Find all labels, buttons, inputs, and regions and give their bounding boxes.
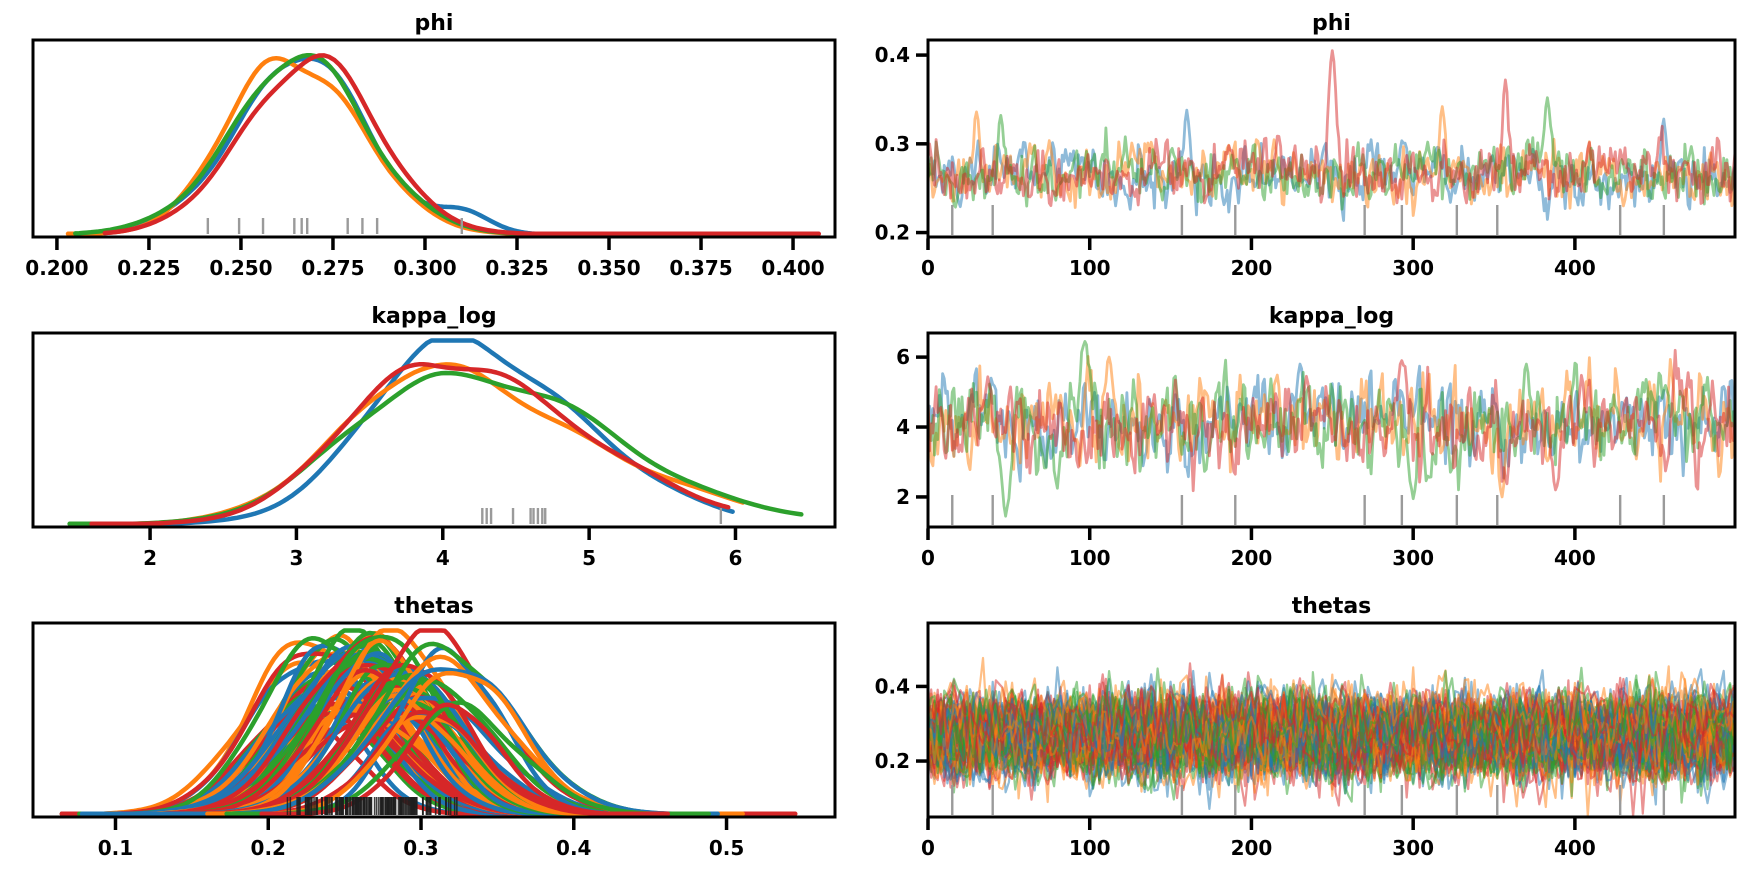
- y-axis-tick-label: 4: [896, 415, 910, 439]
- x-axis-tick-label: 200: [1231, 836, 1273, 860]
- x-axis-tick-label: 400: [1554, 256, 1596, 280]
- density-curve: [89, 362, 731, 526]
- x-axis-tick-label: 6: [729, 546, 743, 570]
- x-axis-tick-label: 0.200: [25, 256, 88, 280]
- trace-line: [929, 348, 1734, 493]
- plot-frame: [926, 38, 1737, 239]
- density-curve: [79, 667, 720, 816]
- trace-line: [929, 108, 1734, 223]
- plot-frame: [31, 38, 837, 239]
- plot-area-phi-density: [65, 52, 822, 236]
- panel-title: kappa_log: [1269, 304, 1394, 329]
- density-curve: [80, 56, 601, 236]
- x-axis-tick-label: 200: [1231, 256, 1273, 280]
- plot-frame: [926, 331, 1737, 529]
- x-axis-tick-label: 100: [1069, 836, 1111, 860]
- x-axis-tick-label: 0.375: [669, 256, 732, 280]
- x-axis-tick-label: 0.225: [117, 256, 180, 280]
- x-axis-tick-label: 0.275: [301, 256, 364, 280]
- x-axis-tick-label: 0: [921, 836, 935, 860]
- x-axis-tick-label: 100: [1069, 256, 1111, 280]
- x-axis-tick-label: 0: [921, 546, 935, 570]
- plot-area-thetas-density: [59, 628, 798, 816]
- panel-title: thetas: [394, 594, 474, 619]
- x-axis-tick-label: 100: [1069, 546, 1111, 570]
- x-axis-tick-label: 0.250: [209, 256, 272, 280]
- x-axis-tick-label: 0.300: [393, 256, 456, 280]
- plot-area-kappa_log-trace: [929, 339, 1734, 518]
- density-curve: [73, 52, 619, 236]
- x-axis-tick-label: 2: [143, 546, 157, 570]
- trace-line: [929, 666, 1734, 771]
- x-axis-tick-label: 300: [1392, 546, 1434, 570]
- x-axis-tick-label: 300: [1392, 256, 1434, 280]
- y-axis-tick-label: 0.2: [875, 749, 910, 773]
- plot-area-kappa_log-density: [67, 338, 804, 526]
- x-axis-tick-label: 400: [1554, 546, 1596, 570]
- panel-title: phi: [1312, 11, 1351, 36]
- plot-area-phi-trace: [929, 49, 1734, 223]
- plot-area-thetas-trace: [929, 656, 1734, 816]
- panel-title: thetas: [1292, 594, 1372, 619]
- x-axis-tick-label: 0.2: [251, 836, 286, 860]
- x-axis-tick-label: 0.325: [485, 256, 548, 280]
- x-axis-tick-label: 0.400: [761, 256, 824, 280]
- trace-line: [929, 662, 1734, 763]
- x-axis-tick-label: 200: [1231, 546, 1273, 570]
- y-axis-tick-label: 2: [896, 485, 910, 509]
- x-axis-tick-label: 400: [1554, 836, 1596, 860]
- x-axis-tick-label: 0.4: [556, 836, 591, 860]
- plot-frame: [31, 621, 837, 819]
- y-axis-tick-label: 0.4: [875, 674, 910, 698]
- x-axis-tick-label: 300: [1392, 836, 1434, 860]
- y-axis-tick-label: 6: [896, 345, 910, 369]
- x-axis-tick-label: 0.1: [98, 836, 133, 860]
- plot-frame: [31, 331, 837, 529]
- x-axis-tick-label: 0.3: [403, 836, 438, 860]
- x-axis-tick-label: 0: [921, 256, 935, 280]
- y-axis-tick-label: 0.3: [875, 132, 910, 156]
- panel-title: phi: [415, 11, 454, 36]
- panel-title: kappa_log: [371, 304, 496, 329]
- x-axis-tick-label: 0.350: [577, 256, 640, 280]
- density-curve: [67, 370, 804, 526]
- y-axis-tick-label: 0.2: [875, 221, 910, 245]
- x-axis-tick-label: 5: [582, 546, 596, 570]
- x-axis-tick-label: 3: [289, 546, 303, 570]
- trace-line: [929, 339, 1734, 518]
- trace-line: [929, 49, 1734, 208]
- plot-frame: [926, 621, 1737, 819]
- density-curve: [65, 55, 582, 236]
- x-axis-tick-label: 0.5: [709, 836, 744, 860]
- x-axis-tick-label: 4: [436, 546, 450, 570]
- density-curve: [111, 362, 746, 526]
- y-axis-tick-label: 0.4: [875, 43, 910, 67]
